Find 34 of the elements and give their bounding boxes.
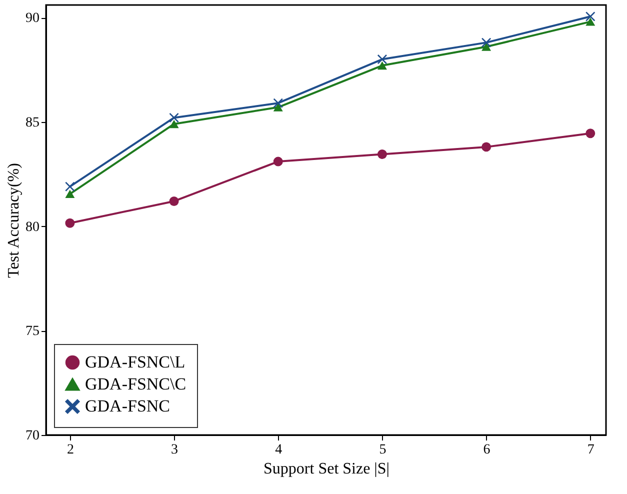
point (273, 98, 283, 108)
point (377, 61, 387, 70)
point (65, 218, 75, 228)
point (273, 156, 283, 166)
point (65, 182, 75, 192)
y-tick-label: 85 (26, 115, 40, 130)
x-tick-label: 5 (379, 442, 386, 458)
legend-label: GDA-FSNC (85, 396, 170, 416)
y-tick-label: 70 (26, 428, 40, 444)
y-axis-title: Test Accuracy(%) (6, 163, 22, 278)
y-tick-label: 80 (26, 220, 40, 235)
x-tick-label: 4 (275, 442, 282, 458)
legend-label: GDA-FSNC\C (85, 374, 186, 394)
x-tick-label: 2 (66, 442, 74, 458)
point (482, 42, 492, 51)
x-tick-label: 6 (483, 442, 490, 458)
y-tick-label: 90 (26, 11, 40, 26)
point (169, 120, 179, 128)
x-tick-label: 7 (587, 442, 594, 458)
point (586, 18, 596, 26)
point (169, 196, 179, 206)
legend-label: GDA-FSNC\L (85, 352, 186, 372)
point (65, 190, 75, 198)
point (482, 38, 492, 48)
y-tick-label: 75 (26, 324, 40, 340)
x-axis-title: Support Set Size |S| (264, 460, 390, 478)
point (586, 12, 596, 22)
point (169, 112, 179, 122)
point (377, 150, 387, 159)
point (482, 142, 492, 152)
point (586, 128, 596, 138)
point (377, 54, 387, 64)
point (273, 103, 283, 112)
x-tick-label: 3 (171, 442, 178, 458)
